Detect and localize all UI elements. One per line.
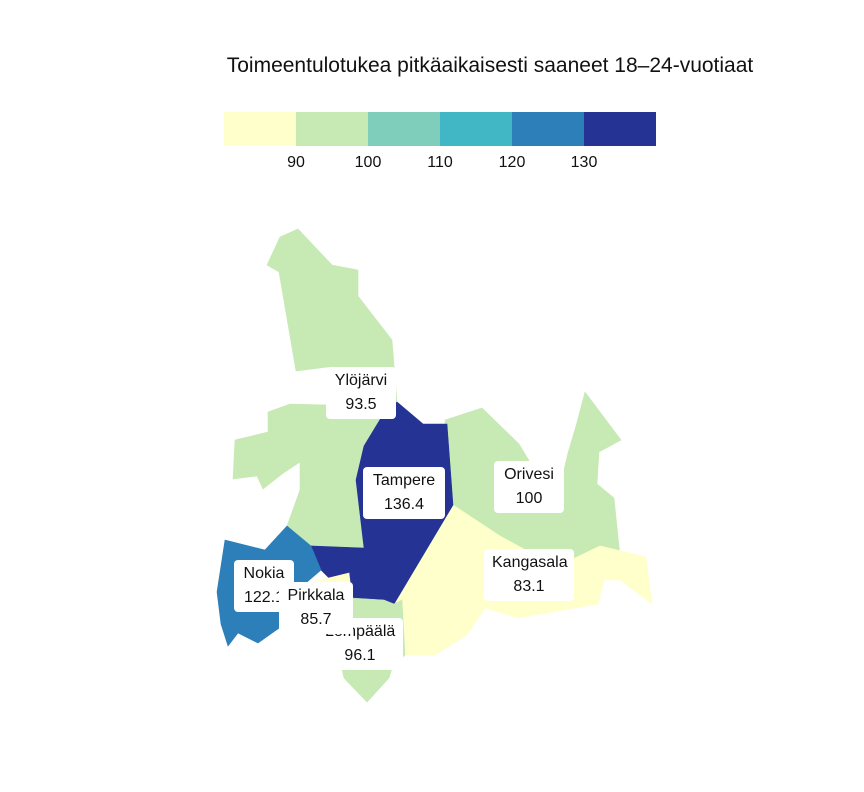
- legend-tick: 100: [354, 154, 382, 171]
- color-legend: [224, 112, 656, 146]
- region-value: 83.1: [513, 578, 545, 595]
- region-name: Orivesi: [504, 466, 554, 483]
- legend-swatch-6: [584, 112, 656, 146]
- region-name: Kangasala: [492, 554, 568, 571]
- legend-tick: 120: [498, 154, 526, 171]
- region-value: 85.7: [300, 611, 332, 628]
- region-value: 136.4: [383, 496, 425, 513]
- legend-tick: 130: [570, 154, 598, 171]
- region-name: Pirkkala: [287, 587, 345, 604]
- region-value: 122.1: [243, 589, 285, 606]
- map-title: Toimeentulotukea pitkäaikaisesti saaneet…: [226, 54, 754, 77]
- legend-swatch-3: [368, 112, 440, 146]
- region-value: 100: [515, 490, 543, 507]
- legend-swatch-1: [224, 112, 296, 146]
- region-name: Nokia: [243, 565, 285, 582]
- legend-swatch-5: [512, 112, 584, 146]
- region-name: Tampere: [372, 472, 436, 489]
- region-name: Ylöjärvi: [334, 372, 388, 389]
- region-label-orivesi: Orivesi 100: [494, 461, 564, 513]
- region-label-ylojarvi: Ylöjärvi 93.5: [326, 367, 396, 419]
- region-value: 96.1: [344, 647, 376, 664]
- legend-swatch-2: [296, 112, 368, 146]
- region-label-tampere: Tampere 136.4: [363, 467, 445, 519]
- region-label-pirkkala: Pirkkala 85.7: [279, 582, 353, 634]
- legend-tick: 110: [427, 154, 453, 171]
- legend-swatch-4: [440, 112, 512, 146]
- region-label-kangasala: Kangasala 83.1: [484, 549, 574, 601]
- legend-tick: 90: [287, 154, 305, 171]
- region-value: 93.5: [345, 396, 377, 413]
